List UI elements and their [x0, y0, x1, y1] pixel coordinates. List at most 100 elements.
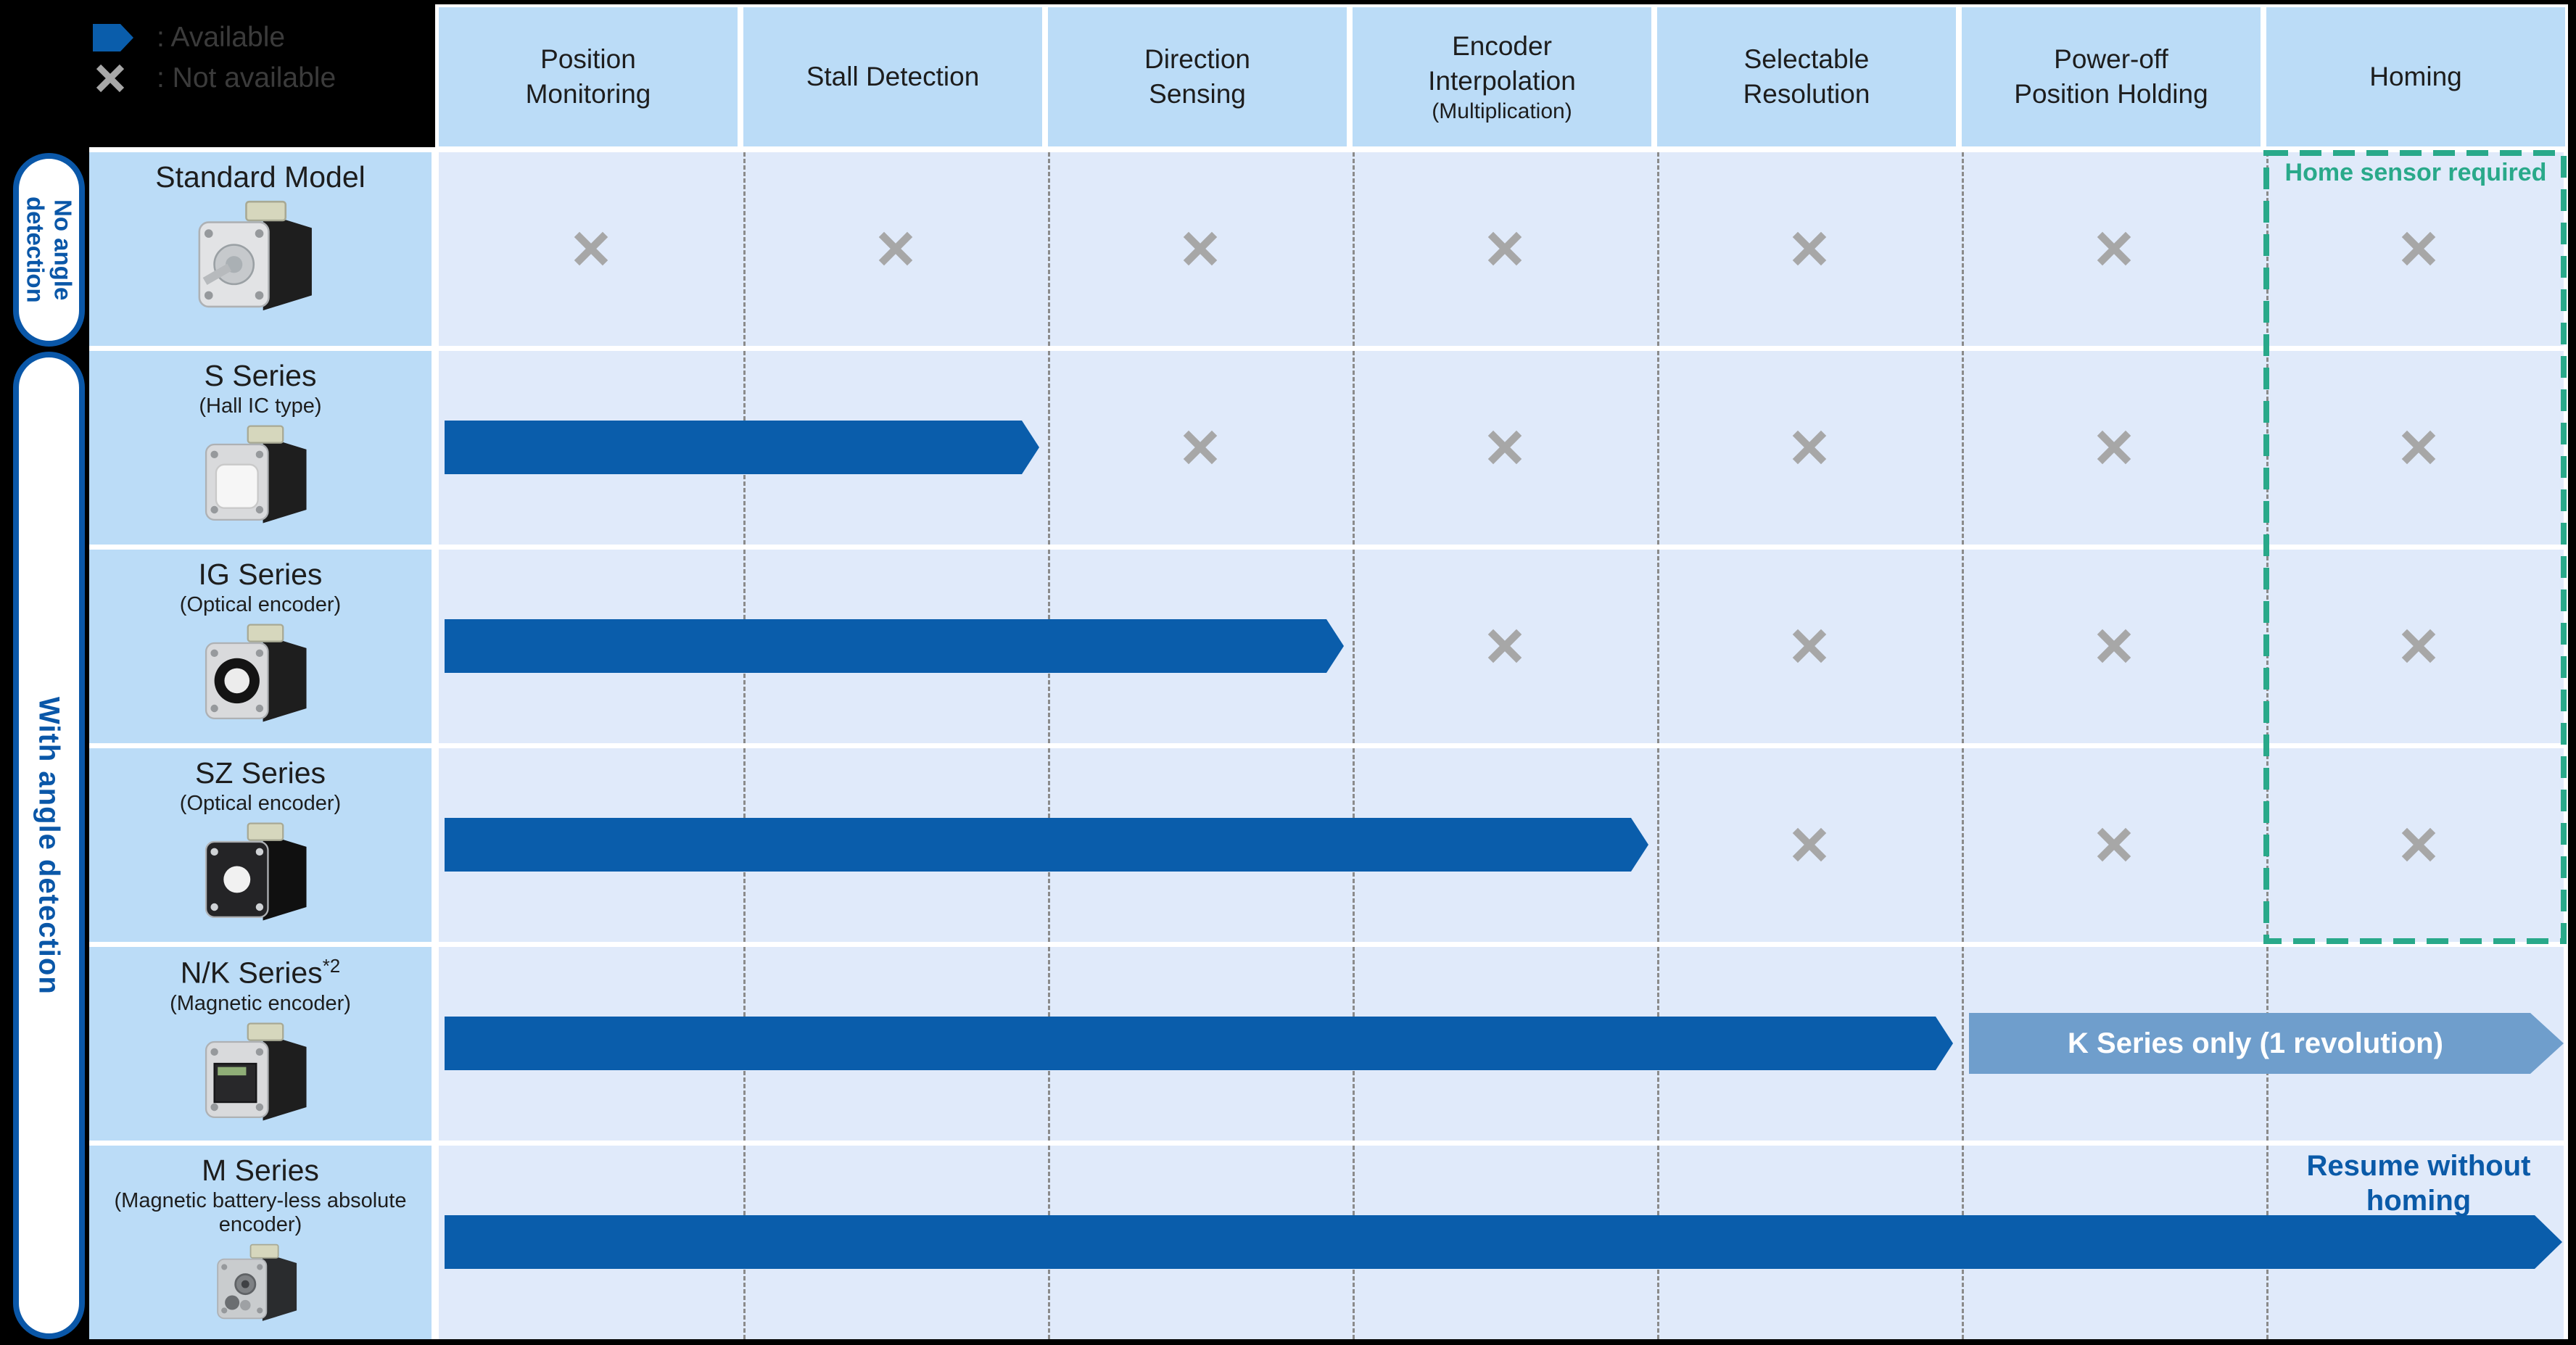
- not-available-x-icon: [1792, 231, 1827, 266]
- k-series-only-arrow: K Series only (1 revolution): [1969, 1013, 2564, 1074]
- column-divider: [2266, 152, 2269, 346]
- resume-without-homing-note: Resume without homing: [2306, 1150, 2531, 1217]
- available-arrow-n-k-series: [445, 1017, 1953, 1070]
- not-available-x-icon: [1487, 231, 1522, 266]
- series-name: SZ Series: [195, 756, 326, 790]
- column-header-stall-detection: Stall Detection: [743, 7, 1042, 146]
- column-divider: [1353, 550, 1355, 743]
- column-divider: [1048, 351, 1050, 545]
- motor-image-m: [217, 1243, 297, 1321]
- table-row-n-k-series: N/K Series*2 (Magnetic encoder) K Series o…: [0, 947, 2576, 1141]
- column-header-encoder-interpolation: Encoder Interpolation (Multiplication): [1353, 7, 1651, 146]
- column-header-selectable-resolution: Selectable Resolution: [1657, 7, 1956, 146]
- group-label-with-angle-detection: With angle detection: [13, 352, 85, 1339]
- series-footnote-marker: *2: [322, 955, 341, 977]
- motor-image-ig: [205, 624, 307, 722]
- not-available-x-icon: [1792, 827, 1827, 862]
- not-available-x-icon: [96, 64, 125, 93]
- row-features-m-series: Resume without homing: [439, 1146, 2564, 1339]
- legend-icon-box: [93, 24, 138, 51]
- column-divider: [1962, 351, 1964, 545]
- not-available-x-icon: [2097, 827, 2131, 862]
- series-name: M Series: [202, 1154, 319, 1187]
- series-encoder-type: (Magnetic battery-less absolute encoder): [114, 1189, 407, 1237]
- column-header-direction-sensing: Direction Sensing: [1048, 7, 1347, 146]
- available-arrow-m-series: [445, 1215, 2562, 1269]
- column-divider: [1962, 152, 1964, 346]
- series-encoder-type: (Optical encoder): [179, 593, 342, 617]
- motor-image-nk: [205, 1022, 307, 1121]
- legend-icon-box: [93, 61, 138, 96]
- row-features-sz-series: [439, 748, 2564, 942]
- not-available-x-icon: [1183, 430, 1218, 465]
- legend-not-available-label: : Not available: [157, 62, 337, 94]
- legend-item-not-available: : Not available: [93, 58, 336, 99]
- column-header-label: Homing: [2369, 61, 2462, 91]
- table-row-m-series: M Series (Magnetic battery-less absolute …: [0, 1146, 2576, 1339]
- series-name: Standard Model: [155, 160, 366, 194]
- row-label-s-series: S Series (Hall IC type): [89, 351, 432, 545]
- motor-image-s: [205, 425, 307, 523]
- legend-item-available: : Available: [93, 17, 336, 58]
- group-label-text: No angle detection: [22, 196, 77, 303]
- motor-image-standard: [198, 200, 313, 311]
- column-divider: [1962, 748, 1964, 942]
- column-divider: [1048, 152, 1050, 346]
- legend-available-label: : Available: [157, 22, 286, 53]
- column-header-label: Encoder Interpolation: [1428, 30, 1576, 96]
- column-divider: [2266, 550, 2269, 743]
- column-divider: [1353, 351, 1355, 545]
- not-available-x-icon: [2401, 827, 2436, 862]
- column-header-sublabel: (Multiplication): [1432, 99, 1572, 124]
- home-sensor-required-note: Home sensor required: [2284, 159, 2547, 186]
- not-available-x-icon: [2401, 231, 2436, 266]
- row-features-standard-model: [439, 152, 2564, 346]
- column-divider: [1657, 152, 1659, 346]
- not-available-x-icon: [1792, 430, 1827, 465]
- column-header-label: Direction Sensing: [1144, 44, 1250, 109]
- series-encoder-type: (Magnetic encoder): [170, 991, 351, 1015]
- available-arrow-icon: [93, 24, 133, 51]
- row-label-m-series: M Series (Magnetic battery-less absolute …: [89, 1146, 432, 1339]
- column-header-label: Stall Detection: [806, 61, 980, 91]
- group-label-text: With angle detection: [33, 696, 65, 995]
- table-row-s-series: S Series (Hall IC type): [0, 351, 2576, 545]
- not-available-x-icon: [574, 231, 608, 266]
- group-label-no-angle-detection: No angle detection: [13, 153, 85, 347]
- row-label-n-k-series: N/K Series*2 (Magnetic encoder): [89, 947, 432, 1141]
- row-features-n-k-series: K Series only (1 revolution): [439, 947, 2564, 1141]
- not-available-x-icon: [1792, 629, 1827, 663]
- not-available-x-icon: [2097, 430, 2131, 465]
- row-features-s-series: [439, 351, 2564, 545]
- series-name: S Series: [204, 359, 317, 392]
- column-divider: [1657, 550, 1659, 743]
- not-available-x-icon: [1183, 231, 1218, 266]
- not-available-x-icon: [878, 231, 913, 266]
- available-arrow-sz-series: [445, 818, 1648, 872]
- k-series-only-label: K Series only (1 revolution): [2068, 1027, 2443, 1059]
- column-header-label: Selectable Resolution: [1743, 44, 1870, 109]
- table-row-sz-series: SZ Series (Optical encoder): [0, 748, 2576, 942]
- column-divider: [1657, 748, 1659, 942]
- column-divider: [743, 152, 746, 346]
- column-header-label: Position Monitoring: [525, 44, 651, 109]
- not-available-x-icon: [1487, 629, 1522, 663]
- row-label-ig-series: IG Series (Optical encoder): [89, 550, 432, 743]
- series-encoder-type: (Optical encoder): [179, 792, 342, 816]
- row-label-standard-model: Standard Model: [89, 152, 432, 346]
- not-available-x-icon: [2097, 629, 2131, 663]
- row-label-sz-series: SZ Series (Optical encoder): [89, 748, 432, 942]
- column-divider: [2266, 351, 2269, 545]
- column-divider: [1657, 351, 1659, 545]
- motor-image-sz: [205, 822, 307, 921]
- column-header-homing: Homing: [2266, 7, 2565, 146]
- column-header-power-off-position-holding: Power-off Position Holding: [1962, 7, 2261, 146]
- not-available-x-icon: [2097, 231, 2131, 266]
- legend: : Available : Not available: [93, 17, 336, 99]
- not-available-x-icon: [2401, 629, 2436, 663]
- column-divider: [1962, 550, 1964, 743]
- table-row-ig-series: IG Series (Optical encoder): [0, 550, 2576, 743]
- row-features-ig-series: [439, 550, 2564, 743]
- series-name: IG Series: [198, 558, 323, 591]
- not-available-x-icon: [2401, 430, 2436, 465]
